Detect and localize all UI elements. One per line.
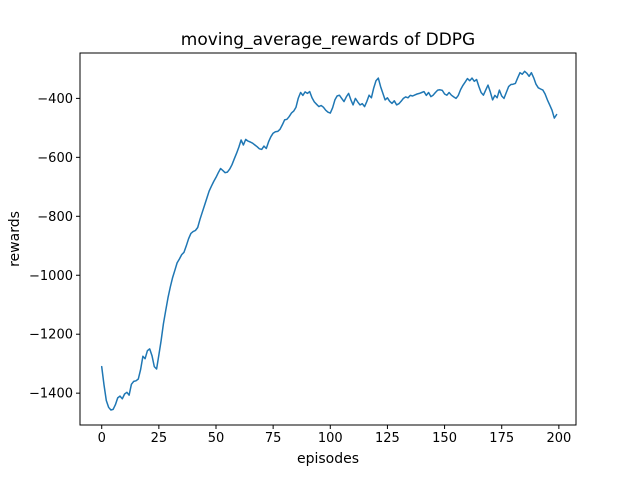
x-axis-label: episodes [296, 451, 360, 467]
axes-frame [79, 52, 577, 426]
x-tick-label: 75 [265, 431, 282, 446]
y-tick-label: −600 [37, 151, 73, 166]
y-tick-label: −1400 [29, 387, 73, 402]
x-tick-label: 150 [432, 431, 457, 446]
x-tick-label: 175 [489, 431, 514, 446]
y-tick-label: −800 [37, 210, 73, 225]
x-tick-label: 50 [208, 431, 225, 446]
y-tick-label: −1200 [29, 328, 73, 343]
x-tick-label: 100 [318, 431, 343, 446]
y-tick-label: −400 [37, 92, 73, 107]
y-tick-label: −1000 [29, 269, 73, 284]
x-tick-label: 125 [375, 431, 400, 446]
chart-title: moving_average_rewards of DDPG [180, 30, 476, 50]
data-line [100, 70, 558, 411]
y-axis-label: rewards [7, 211, 23, 267]
x-tick-label: 25 [151, 431, 168, 446]
x-tick-label: 0 [98, 431, 106, 446]
x-tick-label: 200 [546, 431, 571, 446]
